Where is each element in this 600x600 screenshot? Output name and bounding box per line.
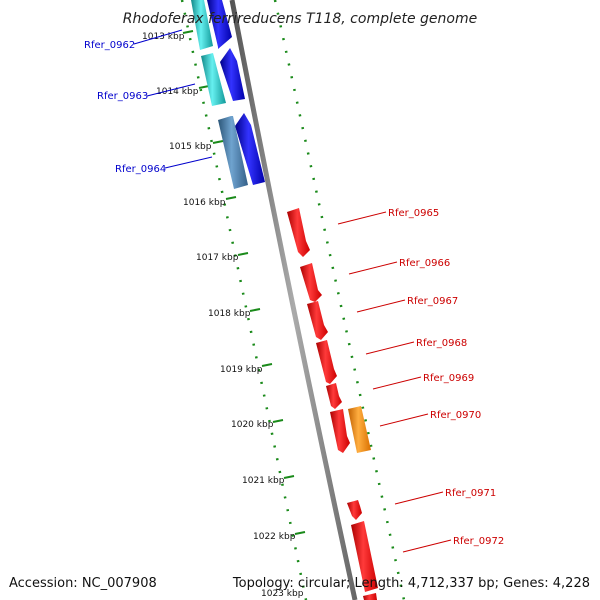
gene-label-rfer-0971[interactable]: Rfer_0971 <box>445 488 496 499</box>
gene-arrow <box>287 208 310 257</box>
blue-genes <box>207 0 265 185</box>
gene-label-rfer-0966[interactable]: Rfer_0966 <box>399 258 450 269</box>
gene-arrow <box>307 301 328 340</box>
tick-mark <box>225 196 237 200</box>
gene-arrow <box>347 500 362 520</box>
label-leader-line <box>348 261 398 275</box>
label-leader-line <box>356 299 406 313</box>
tick-label: 1021 kbp <box>242 476 285 486</box>
gene-arrow <box>218 116 248 189</box>
label-leader-line <box>379 413 429 427</box>
accession-text: Accession: NC_007908 <box>9 576 157 591</box>
gene-label-rfer-0964[interactable]: Rfer_0964 <box>115 164 166 175</box>
gene-label-rfer-0970[interactable]: Rfer_0970 <box>430 410 481 421</box>
gene-label-rfer-0968[interactable]: Rfer_0968 <box>416 338 467 349</box>
label-leader-line <box>146 83 196 97</box>
gene-arrow <box>326 383 342 409</box>
tick-mark <box>249 308 261 312</box>
inner-dotted-ring <box>180 0 308 600</box>
tick-label: 1023 kbp <box>261 589 304 599</box>
gene-arrow <box>220 48 245 101</box>
tick-mark <box>272 419 284 423</box>
label-leader-line <box>337 211 387 225</box>
tick-mark <box>237 252 249 256</box>
tick-mark <box>198 85 210 89</box>
tick-label: 1022 kbp <box>253 532 296 542</box>
gene-arrow <box>330 409 350 453</box>
gene-label-rfer-0967[interactable]: Rfer_0967 <box>407 296 458 307</box>
tick-label: 1017 kbp <box>196 253 239 263</box>
gene-label-rfer-0972[interactable]: Rfer_0972 <box>453 536 504 547</box>
map-title: Rhodoferax ferrireducens T118, complete … <box>123 11 477 27</box>
label-leader-line <box>365 341 415 355</box>
outer-dotted-ring <box>273 0 406 600</box>
forward-gene-labels: Rfer_0965 Rfer_0966 Rfer_0967 Rfer_0968 … <box>337 208 504 553</box>
gene-label-rfer-0963[interactable]: Rfer_0963 <box>97 91 148 102</box>
reverse-strand-genes <box>191 0 248 189</box>
label-leader-line <box>402 539 452 553</box>
label-leader-line <box>394 491 444 505</box>
label-leader-line <box>372 376 422 390</box>
tick-label: 1020 kbp <box>231 420 274 430</box>
gene-arrow <box>300 263 322 302</box>
tick-mark <box>283 475 295 479</box>
tick-label: 1018 kbp <box>208 309 251 319</box>
gene-arrow <box>191 0 213 50</box>
forward-strand-genes <box>287 208 378 600</box>
tick-label: 1019 kbp <box>220 365 263 375</box>
tick-mark <box>182 30 194 34</box>
gene-arrow <box>207 0 232 49</box>
gene-arrow <box>316 340 337 384</box>
gene-arrow <box>348 406 371 453</box>
tick-label: 1014 kbp <box>156 87 199 97</box>
label-leader-line <box>133 29 183 45</box>
gene-label-rfer-0965[interactable]: Rfer_0965 <box>388 208 439 219</box>
tick-label: 1013 kbp <box>142 32 185 42</box>
gene-arrow <box>363 593 377 600</box>
tick-mark <box>294 531 306 535</box>
gene-label-rfer-0969[interactable]: Rfer_0969 <box>423 373 474 384</box>
tick-label: 1016 kbp <box>183 198 226 208</box>
gene-label-rfer-0962[interactable]: Rfer_0962 <box>84 40 135 51</box>
genome-backbone <box>229 0 358 600</box>
tick-mark <box>261 363 273 367</box>
gene-arrow <box>201 53 226 106</box>
tick-label: 1015 kbp <box>169 142 212 152</box>
tick-mark <box>212 140 224 144</box>
gene-arrow <box>235 113 265 185</box>
label-leader-line <box>164 156 213 169</box>
genome-stats-text: Topology: circular; Length: 4,712,337 bp… <box>232 576 590 591</box>
gene-arrow <box>351 521 378 592</box>
reverse-gene-labels: Rfer_0962 Rfer_0963 Rfer_0964 <box>84 29 213 175</box>
tick-marks: 1013 kbp 1014 kbp 1015 kbp 1016 kbp 1017… <box>142 30 306 599</box>
